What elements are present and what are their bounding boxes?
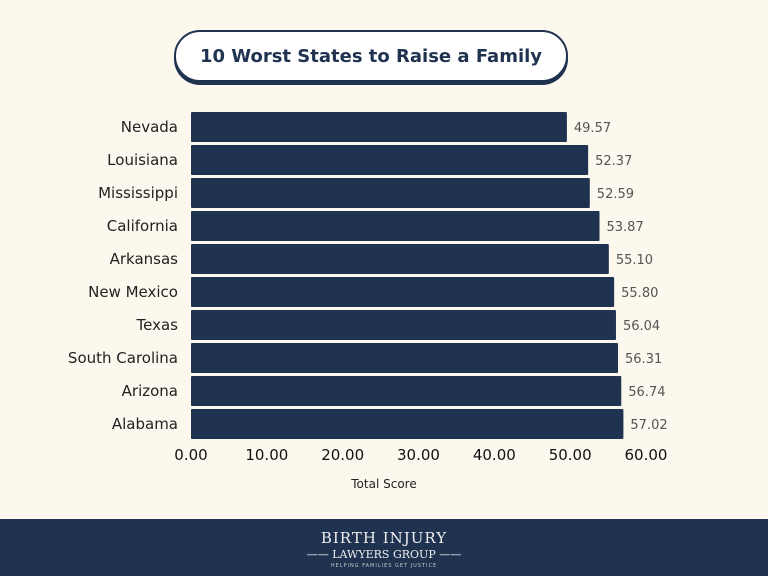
category-label: Arkansas [110, 250, 179, 268]
value-label: 49.57 [574, 121, 611, 136]
logo-line1: Birth Injury [320, 529, 448, 547]
x-tick-label: 60.00 [625, 446, 668, 464]
bar [191, 409, 624, 439]
x-tick-label: 10.00 [245, 446, 288, 464]
category-label: New Mexico [88, 283, 178, 301]
bar-chart: Nevada 49.57 Louisiana 52.37 Mississippi 52.5… [68, 112, 668, 491]
value-label: 53.87 [607, 220, 644, 235]
chart-title: 10 Worst States to Raise a Family [174, 30, 568, 82]
category-label: South Carolina [68, 349, 178, 367]
logo-line2: —— Lawyers Group —— [306, 548, 462, 561]
x-tick-label: 0.00 [174, 446, 207, 464]
category-label: Texas [136, 316, 179, 334]
bar [191, 244, 609, 274]
x-tick-label: 30.00 [397, 446, 440, 464]
bar [191, 376, 622, 406]
bar [191, 343, 619, 373]
bar [191, 211, 600, 241]
bar [191, 277, 615, 307]
footer-logo: Birth Injury —— Lawyers Group —— HELPING… [0, 519, 768, 576]
bar [191, 145, 589, 175]
value-label: 55.10 [616, 253, 653, 268]
value-label: 52.59 [597, 187, 634, 202]
value-label: 55.80 [621, 286, 658, 301]
value-label: 56.31 [625, 352, 662, 367]
category-label: Alabama [112, 415, 178, 433]
category-label: Nevada [121, 118, 178, 136]
value-label: 56.04 [623, 319, 660, 334]
category-label: Arizona [122, 382, 178, 400]
value-label: 57.02 [630, 418, 667, 433]
value-label: 52.37 [595, 154, 632, 169]
category-label: Louisiana [107, 151, 178, 169]
x-axis-label: Total Score [350, 477, 416, 491]
bar [191, 310, 616, 340]
x-tick-label: 50.00 [549, 446, 592, 464]
value-label: 56.74 [628, 385, 665, 400]
category-label: Mississippi [98, 184, 178, 202]
bar [191, 112, 567, 142]
bar [191, 178, 590, 208]
category-label: California [107, 217, 178, 235]
x-tick-label: 20.00 [321, 446, 364, 464]
logo-tagline: HELPING FAMILIES GET JUSTICE [330, 563, 438, 569]
x-tick-label: 40.00 [473, 446, 516, 464]
